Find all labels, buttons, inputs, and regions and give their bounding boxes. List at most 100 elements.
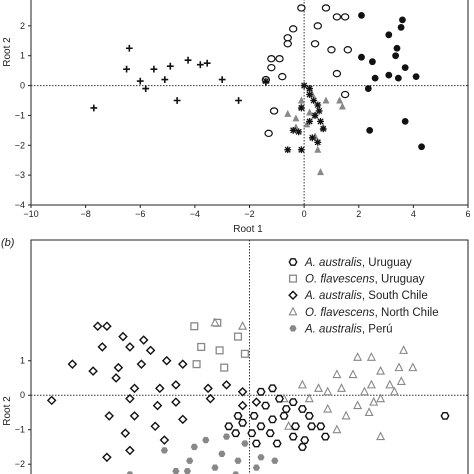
legend-marker-open-triangle <box>288 306 298 316</box>
panel-a-point-asterisk <box>306 91 313 98</box>
panel-a-point-plus <box>173 97 181 104</box>
panel-b-point-open-hexagon <box>267 384 278 393</box>
panel-b-point-filled-hexagon <box>186 457 194 464</box>
panel-a-point-open-circle <box>343 46 353 54</box>
panel-a-point-filled-circle <box>418 143 425 151</box>
legend-entry: O. flavescens, Uruguay <box>288 274 425 286</box>
legend-entry: A. australis, South Chile <box>288 290 428 302</box>
panel-a-point-asterisk <box>295 128 303 136</box>
panel-b-point-open-diamond <box>88 366 98 376</box>
panel-b-point-open-triangle <box>323 403 333 413</box>
legend-label: A. australis, South Chile <box>304 290 428 302</box>
panel-b-point-open-hexagon <box>297 443 307 451</box>
panel-b-point-open-diamond <box>251 397 262 407</box>
panel-b-point-open-square <box>192 360 201 369</box>
legend-marker-filled-hexagon <box>289 325 297 332</box>
panel-a-ytick-label: 2 <box>20 21 25 31</box>
panel-b-point-open-diamond <box>145 345 156 356</box>
panel-b-point-open-triangle <box>332 369 342 379</box>
panel-b-point-filled-hexagon <box>241 440 249 447</box>
legend-label-species: A. australis <box>304 323 362 335</box>
legend-label: A. australis, Perú <box>304 323 393 335</box>
panel-a-point-filled-circle <box>394 74 402 82</box>
panel-a-point-open-circle <box>283 40 292 48</box>
panel-a-ytick-label: −1 <box>15 110 25 120</box>
panel-b-point-open-triangle <box>385 379 395 389</box>
panel-a-point-filled-circle <box>371 74 379 82</box>
legend-label-species: O. flavescens <box>305 274 375 286</box>
panel-b-point-open-diamond <box>125 445 135 456</box>
panel-a-point-asterisk <box>300 82 308 89</box>
panel-a-ylabel: Root 2 <box>2 37 13 67</box>
panel-b-point-open-hexagon <box>440 412 450 420</box>
legend-label-locality: , North Chile <box>375 307 439 319</box>
panel-a-point-filled-triangle <box>292 114 300 122</box>
panel-a-point-plus <box>161 76 169 83</box>
panel-a-point-asterisk <box>289 126 297 134</box>
panel-a-point-open-circle <box>267 55 276 63</box>
panel-a-point-filled-circle <box>412 73 420 81</box>
panel-b-point-open-square <box>190 322 199 331</box>
panel-b-point-open-triangle <box>364 407 374 417</box>
panel-a-xtick-label: −8 <box>80 209 90 219</box>
panel-a-xtick-label: −4 <box>190 209 200 219</box>
panel-a-point-asterisk <box>314 138 322 146</box>
legend-label-locality: , South Chile <box>362 290 428 302</box>
panel-b-point-open-hexagon <box>256 387 266 396</box>
panel-b-point-open-hexagon <box>251 439 261 448</box>
panel-a-point-plus <box>123 65 130 73</box>
panel-b-point-open-triangle <box>359 386 370 396</box>
panel-b-point-open-triangle <box>408 362 418 372</box>
panel-a-point-open-circle <box>332 13 342 21</box>
panel-a-ytick-label: −4 <box>15 200 25 210</box>
legend-label-species: A. australis <box>304 257 362 269</box>
panel-b-point-open-triangle <box>366 352 376 361</box>
panel-b-point-filled-hexagon <box>257 454 265 461</box>
panel-a-point-filled-triangle <box>314 145 322 153</box>
panel-a-xtick-label: −2 <box>244 209 254 219</box>
panel-b-point-open-triangle <box>284 421 294 430</box>
panel-a-point-plus <box>166 62 174 70</box>
panel-a-point-filled-triangle <box>303 120 311 128</box>
panel-b-point-open-triangle <box>376 365 386 375</box>
panel-a-point-plus <box>90 104 98 112</box>
legend-entry: A. australis, Perú <box>289 323 393 335</box>
panel-a-point-asterisk <box>315 107 323 115</box>
panel-b-point-open-hexagon <box>297 405 307 413</box>
panel-b-point-filled-hexagon <box>202 436 210 444</box>
panel-b-point-open-triangle <box>313 383 324 392</box>
panel-a-xtick-label: 2 <box>356 209 361 219</box>
panel-b-point-open-triangle <box>389 386 399 396</box>
panel-a-ytick-label: −3 <box>15 170 25 180</box>
panel-b-point-filled-hexagon <box>183 468 191 474</box>
panel-a-point-plus <box>125 44 133 52</box>
panel-b-point-open-diamond <box>102 452 112 463</box>
panel-a-point-open-circle <box>297 4 306 12</box>
panel-a-xlabel: Root 1 <box>233 224 263 235</box>
panel-b-point-open-diamond <box>205 393 216 404</box>
panel-b-point-open-triangle <box>366 379 376 389</box>
panel-b-point-open-hexagon <box>300 436 310 444</box>
panel-b-ytick-label: 0 <box>20 390 25 400</box>
panel-a-point-plus <box>235 97 242 104</box>
legend-marker-open-square <box>288 274 298 283</box>
panel-b-point-open-hexagon <box>267 415 278 424</box>
panel-a-point-asterisk <box>297 104 305 112</box>
panel-a-xtick-label: 4 <box>411 209 416 219</box>
panel-a-point-filled-circle <box>358 53 365 61</box>
panel-a-point-asterisk <box>306 118 313 125</box>
panel-b-point-open-diamond <box>67 359 78 369</box>
panel-b-point-open-hexagon <box>265 429 275 438</box>
panel-a-point-open-circle <box>269 107 279 115</box>
legend-entry: O. flavescens, North Chile <box>288 306 439 319</box>
panel-a-point-asterisk <box>262 77 270 85</box>
panel-a-point-asterisk <box>311 112 319 119</box>
legend-label-species: O. flavescens <box>305 307 375 319</box>
panel-b-point-filled-hexagon <box>271 457 279 464</box>
panel-b-point-open-hexagon <box>231 429 241 438</box>
panel-b-ytick-label: −2 <box>15 459 25 469</box>
legend-label: O. flavescens, Uruguay <box>305 274 425 286</box>
